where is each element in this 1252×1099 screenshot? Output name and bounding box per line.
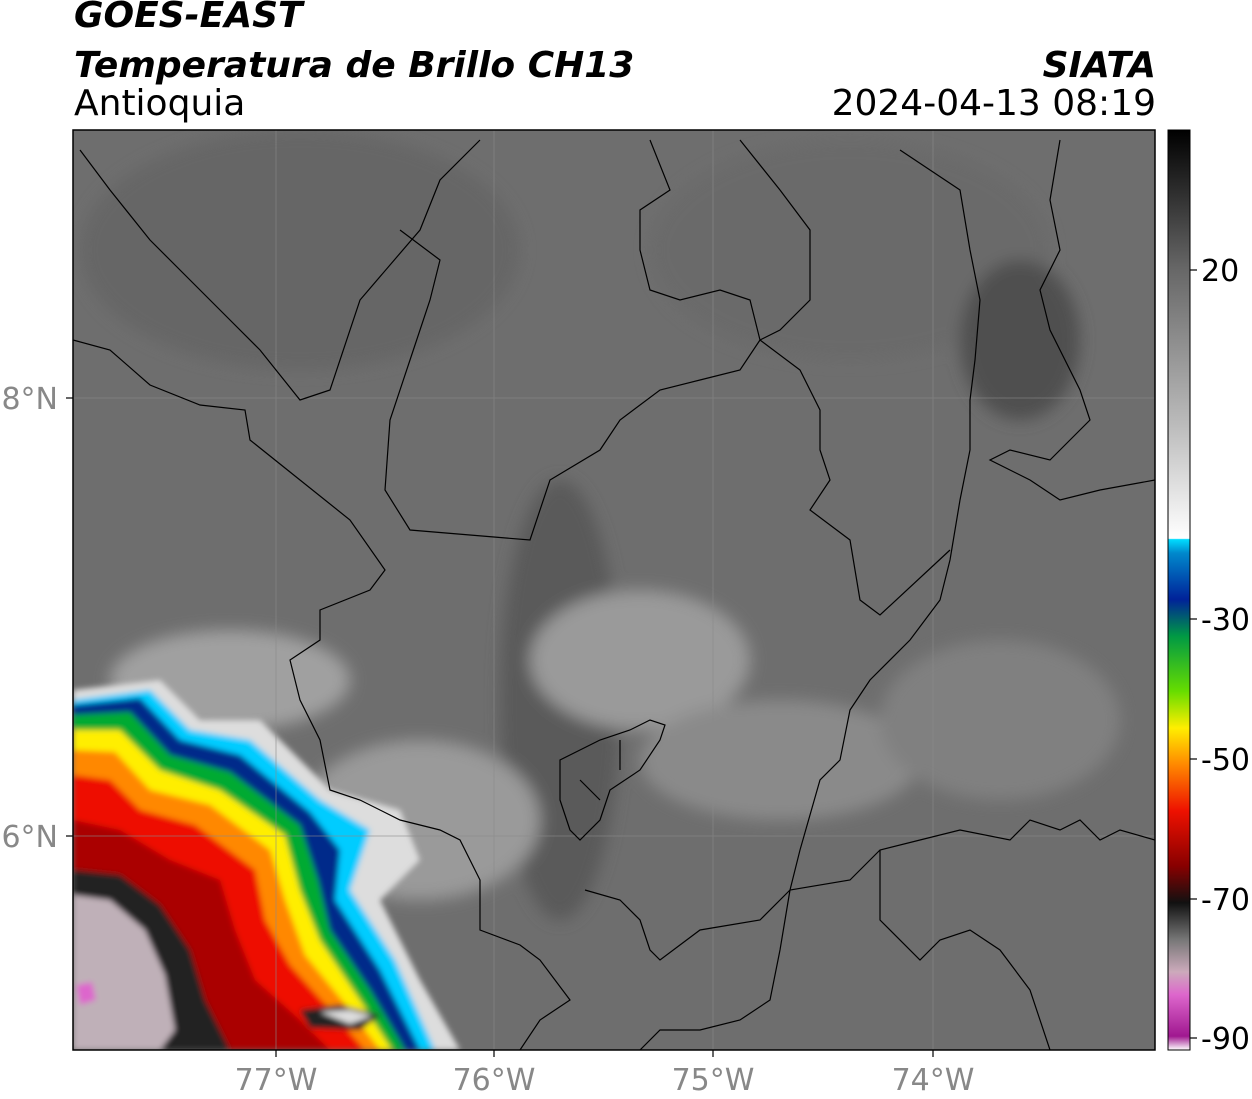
region-label: Antioquia: [74, 83, 246, 124]
colorbar-tick-label: -70: [1201, 883, 1250, 918]
colorbar-tick-label: 20: [1201, 254, 1239, 289]
map-frame: [72, 129, 1156, 1051]
colorbar-gradient: [1167, 129, 1191, 1051]
lon-tick-label: 75°W: [672, 1063, 755, 1098]
datetime-label: 2024-04-13 08:19: [831, 83, 1156, 124]
colorbar: 20 -30 -50 -70 -90: [1167, 129, 1250, 1057]
lat-tick-label: 6°N: [1, 820, 58, 855]
lat-tick-label: 8°N: [1, 382, 58, 417]
product-title: Temperatura de Brillo CH13: [74, 45, 635, 86]
map-area: [73, 130, 1155, 1050]
colorbar-tick-label: -30: [1201, 603, 1250, 638]
lon-tick-label: 77°W: [235, 1063, 318, 1098]
colorbar-tick-label: -90: [1201, 1022, 1250, 1057]
storm-system: [73, 680, 460, 1050]
axis-ticks: [66, 397, 934, 1057]
cloud-texture: [80, 130, 1120, 920]
political-borders: [73, 139, 1155, 1050]
lon-tick-label: 76°W: [453, 1063, 536, 1098]
gridlines: [73, 130, 1155, 1050]
brand-label: SIATA: [1042, 45, 1156, 86]
colorbar-tick-label: -50: [1201, 743, 1250, 778]
lon-tick-label: 74°W: [892, 1063, 975, 1098]
satellite-title: GOES-EAST: [74, 0, 303, 36]
